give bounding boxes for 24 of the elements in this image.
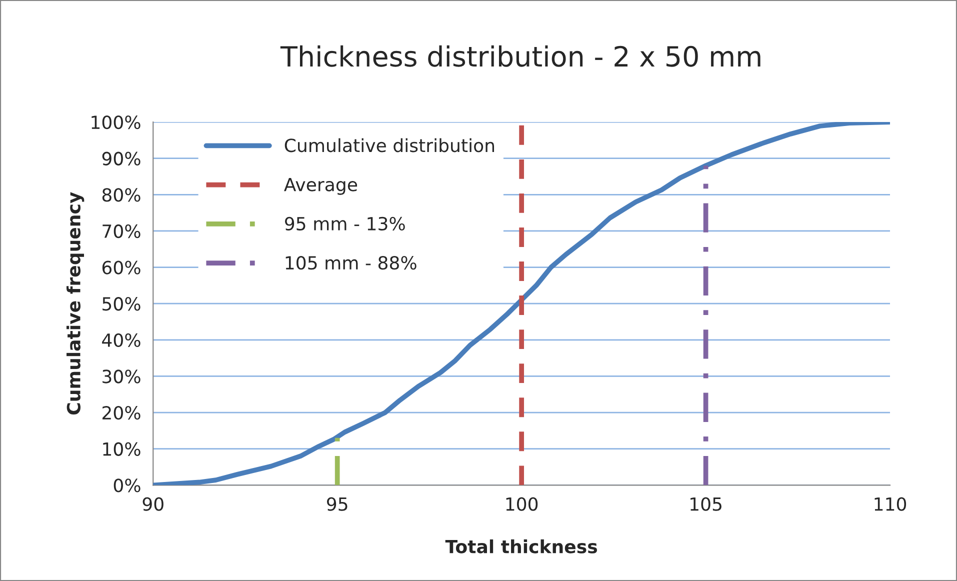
- y-tick-label: 50%: [102, 297, 140, 311]
- y-tick-label: 0%: [114, 478, 140, 492]
- legend-label: 105 mm - 88%: [286, 256, 416, 270]
- chart-title: Thickness distribution - 2 x 50 mm: [280, 45, 760, 67]
- x-axis-title: Total thickness: [445, 539, 598, 554]
- y-tick-label: 90%: [102, 152, 140, 166]
- y-axis-title: Cumulative frequency: [66, 192, 84, 414]
- y-tick-label: 100%: [92, 115, 140, 130]
- x-tick-label: 90: [142, 497, 164, 511]
- y-tick-label: 30%: [102, 370, 140, 384]
- y-tick-label: 10%: [103, 442, 140, 456]
- line-series: [153, 122, 890, 486]
- legend-label: Average: [284, 178, 358, 195]
- y-tick-label: 20%: [102, 406, 140, 420]
- legend-label: Cumulative distribution: [284, 138, 494, 152]
- x-tick-label: 95: [326, 497, 348, 511]
- legend-label: 95 mm - 13%: [284, 216, 405, 231]
- x-tick-label: 110: [874, 497, 906, 511]
- y-tick-label: 80%: [102, 188, 140, 202]
- y-tick-label: 40%: [102, 333, 140, 347]
- y-tick-label: 70%: [102, 224, 140, 238]
- y-tick-label: 60%: [102, 260, 140, 274]
- x-tick-label: 100: [506, 497, 538, 511]
- x-tick-label: 105: [690, 497, 722, 511]
